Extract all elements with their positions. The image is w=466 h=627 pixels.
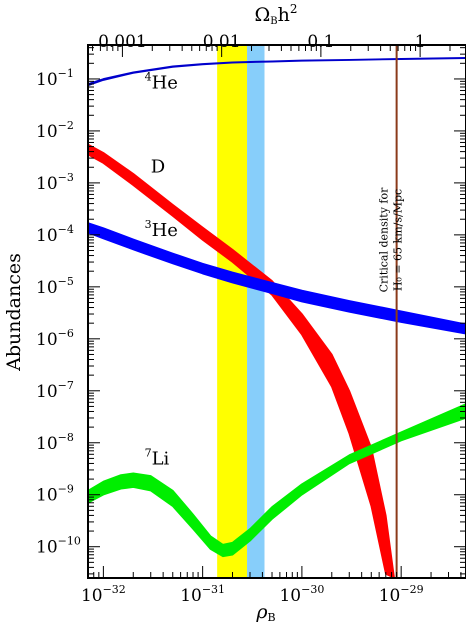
svg-text:ΩBh2: ΩBh2 — [254, 2, 297, 27]
x-axis-label: ρB — [255, 601, 275, 624]
series-label-7li: 7Li — [145, 447, 170, 470]
y-tick-label: 10−9 — [36, 483, 74, 506]
series-3he-band — [87, 222, 466, 335]
y-tick-label: 10−4 — [36, 223, 74, 246]
series-label-4he: 4He — [145, 71, 178, 94]
y-tick-label: 10−1 — [36, 67, 74, 90]
x2-tick-label: 0.01 — [203, 32, 241, 52]
critical-density-label-line1: Critical density for — [378, 187, 391, 292]
x-tick-label: 10−29 — [379, 583, 424, 606]
svg-text:ρB: ρB — [255, 601, 275, 624]
y-tick-label: 10−8 — [36, 431, 74, 454]
series-7li-band — [87, 403, 466, 558]
y-tick-label: 10−2 — [36, 119, 74, 142]
blue-band — [247, 45, 265, 578]
y-tick-label: 10−5 — [36, 275, 74, 298]
y-tick-label: 10−7 — [36, 379, 74, 402]
critical-density-label-line2: H₀ = 65 km/s/Mpc — [392, 189, 405, 291]
bands-layer — [217, 45, 265, 578]
x-tick-label: 10−32 — [81, 583, 126, 606]
x2-tick-label: 0.1 — [307, 32, 334, 52]
x2-axis-label: ΩBh2 — [254, 2, 297, 27]
ticks-layer — [87, 45, 466, 578]
critical-density-layer: Critical density for H₀ = 65 km/s/Mpc — [378, 45, 405, 578]
yellow-band — [217, 45, 248, 578]
x-tick-label: 10−30 — [279, 583, 324, 606]
y-tick-label: 10−3 — [36, 171, 74, 194]
y-tick-label: 10−10 — [36, 535, 81, 558]
y-tick-label: 10−6 — [36, 327, 74, 350]
y-axis-label: Abundances — [3, 253, 25, 372]
x2-tick-label: 1 — [415, 32, 426, 52]
series-4he-band — [87, 57, 466, 87]
series-d-band — [87, 143, 395, 579]
labels-layer: 10−32 10−31 10−30 10−29 0.001 0.01 0.1 1 10−1 10−… — [36, 32, 426, 606]
series-label-d: D — [151, 156, 165, 177]
plot-frame — [87, 44, 466, 579]
series-layer — [87, 57, 466, 579]
x2-tick-label: 0.001 — [98, 32, 147, 52]
x-tick-label: 10−31 — [180, 583, 225, 606]
series-label-3he: 3He — [145, 218, 178, 241]
